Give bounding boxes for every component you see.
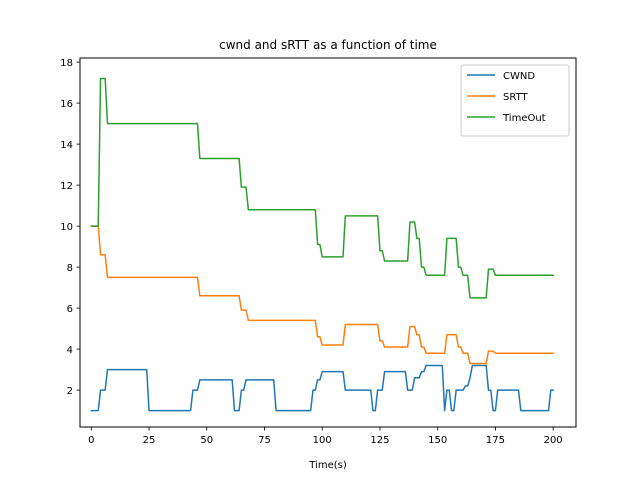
legend: CWND SRTT TimeOut — [460, 64, 570, 137]
x-tick-label: 50 — [200, 435, 213, 446]
axes-layer: 0 25 50 75 100 125 150 175 200 2 4 6 8 10 12 14 16 18 — [60, 58, 562, 446]
y-tick-label: 14 — [60, 140, 73, 151]
y-tick-label: 2 — [67, 386, 73, 397]
series-line-cwnd — [90, 364, 554, 412]
x-tick-label: 150 — [428, 435, 447, 446]
legend-label: CWND — [503, 71, 535, 82]
x-tick-label: 25 — [143, 435, 156, 446]
legend-box — [460, 64, 570, 137]
y-tick-label: 16 — [60, 99, 73, 110]
y-tick-label: 4 — [67, 345, 73, 356]
series-line-srtt — [90, 225, 554, 365]
series-layer — [90, 77, 554, 412]
legend-label: SRTT — [503, 92, 529, 103]
x-tick-label: 125 — [370, 435, 389, 446]
y-tick-label: 10 — [60, 222, 73, 233]
y-tick-label: 12 — [60, 181, 73, 192]
x-tick-label: 75 — [258, 435, 271, 446]
x-axis-label: Time(s) — [308, 460, 347, 471]
series-line-timeout — [90, 77, 554, 299]
legend-label: TimeOut — [502, 113, 546, 124]
y-tick-label: 6 — [67, 304, 73, 315]
y-tick-label: 8 — [67, 263, 73, 274]
chart-title: cwnd and sRTT as a function of time — [219, 38, 437, 52]
y-tick-label: 18 — [60, 58, 73, 69]
x-tick-label: 175 — [486, 435, 505, 446]
x-tick-label: 0 — [88, 435, 94, 446]
x-tick-label: 100 — [313, 435, 332, 446]
plot-frame — [79, 57, 577, 428]
x-tick-label: 200 — [544, 435, 563, 446]
